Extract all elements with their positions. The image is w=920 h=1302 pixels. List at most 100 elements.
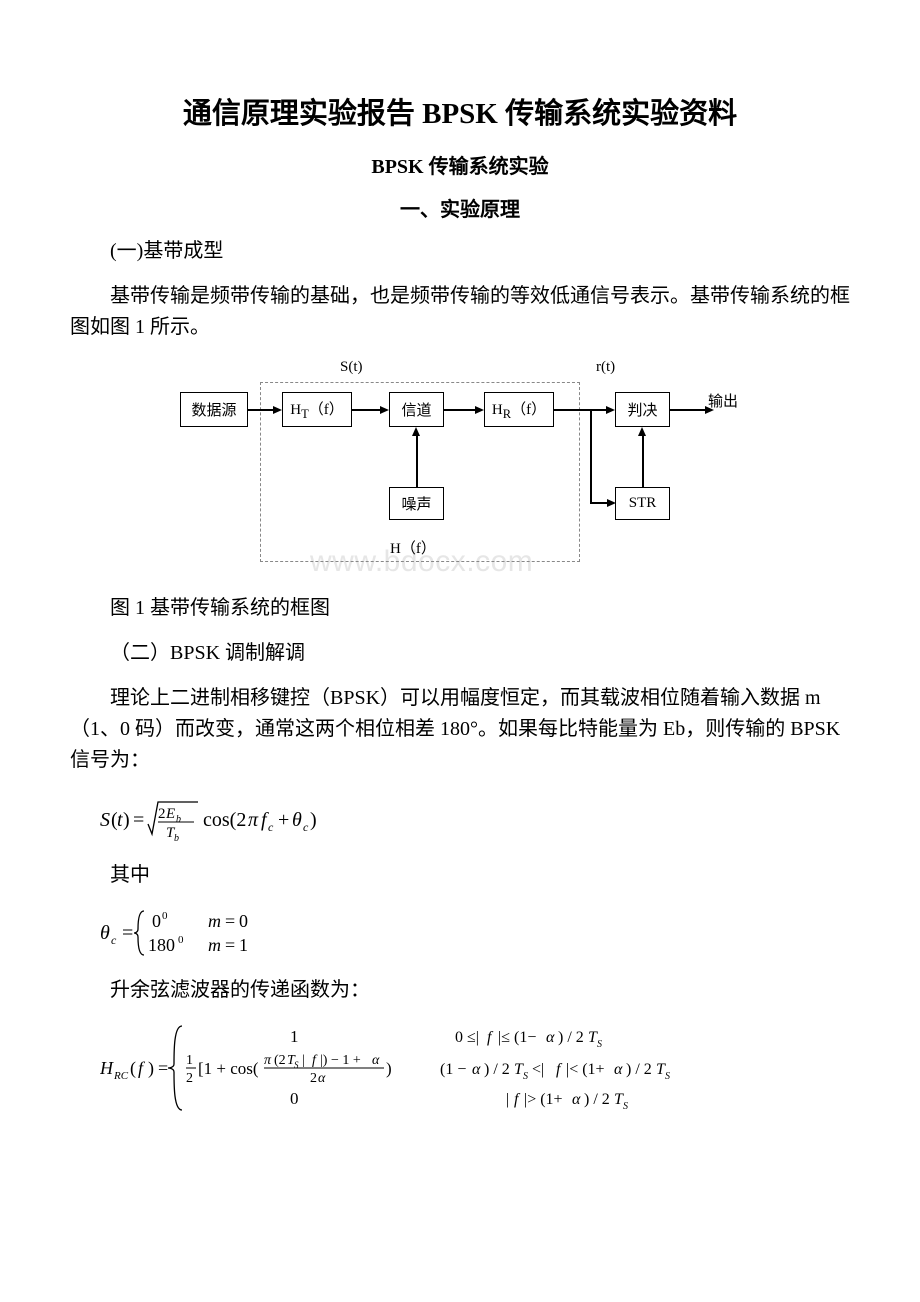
svg-text:c: c — [268, 820, 274, 834]
svg-text:2: 2 — [310, 1071, 317, 1086]
svg-text:|: | — [506, 1091, 509, 1108]
svg-text:=: = — [225, 911, 235, 931]
diagram-container: S(t) r(t) H（f） 输出 www.bdocx.com 数据源 HT（f… — [70, 357, 850, 587]
svg-text:0: 0 — [239, 911, 248, 931]
paragraph-6: 升余弦滤波器的传递函数为： — [70, 975, 850, 1006]
arrowhead — [705, 406, 714, 414]
arrow-line — [352, 409, 381, 411]
arrow-line — [416, 436, 418, 487]
svg-text:α: α — [318, 1071, 326, 1086]
box-ht-label: HT（f） — [290, 398, 343, 422]
svg-text:(2: (2 — [274, 1053, 286, 1068]
svg-text:|> (1+: |> (1+ — [524, 1091, 563, 1108]
svg-text:) / 2: ) / 2 — [484, 1061, 510, 1078]
svg-text:(1 −: (1 − — [440, 1061, 466, 1078]
document-subtitle: BPSK 传输系统实验 — [70, 150, 850, 179]
svg-text:m: m — [208, 911, 221, 931]
label-rt: r(t) — [596, 359, 615, 376]
svg-text:): ) — [123, 809, 130, 831]
svg-text:|≤ (1−: |≤ (1− — [498, 1029, 536, 1046]
paragraph-1: (一)基带成型 — [70, 236, 850, 267]
arrow-line — [670, 409, 706, 411]
arrow-line — [444, 409, 476, 411]
svg-text:0 ≤|: 0 ≤| — [455, 1029, 479, 1046]
arrowhead — [606, 406, 615, 414]
arrowhead — [380, 406, 389, 414]
box-noise-label: 噪声 — [401, 493, 431, 514]
arrow-line — [248, 409, 274, 411]
box-decision-label: 判决 — [627, 399, 657, 420]
svg-text:|) − 1 +: |) − 1 + — [320, 1053, 361, 1068]
svg-text:<|: <| — [532, 1061, 544, 1078]
arrowhead — [412, 427, 420, 436]
box-hr: HR（f） — [484, 392, 554, 427]
label-st: S(t) — [340, 359, 363, 376]
paragraph-3: （二）BPSK 调制解调 — [70, 638, 850, 669]
equation-3: H RC ( f ) = 1 0 ≤| f |≤ (1− α ) / 2 T S… — [100, 1020, 850, 1116]
svg-text:S: S — [597, 1039, 602, 1050]
svg-text:b: b — [176, 814, 181, 825]
svg-text:|< (1+: |< (1+ — [566, 1061, 605, 1078]
svg-text:S: S — [665, 1071, 670, 1082]
label-hf: H（f） — [390, 537, 436, 558]
svg-text:E: E — [165, 806, 175, 822]
svg-text:RC: RC — [113, 1070, 129, 1082]
svg-text:|: | — [302, 1053, 305, 1068]
svg-text:) / 2: ) / 2 — [626, 1061, 652, 1078]
svg-text:180: 180 — [148, 935, 175, 955]
paragraph-5: 其中 — [70, 860, 850, 891]
arrow-line — [554, 409, 607, 411]
svg-text:2: 2 — [158, 806, 166, 822]
arrowhead — [638, 427, 646, 436]
svg-text:π: π — [264, 1053, 272, 1068]
svg-text:θ: θ — [100, 922, 110, 944]
block-diagram: S(t) r(t) H（f） 输出 www.bdocx.com 数据源 HT（f… — [180, 357, 740, 587]
svg-text:S: S — [523, 1071, 528, 1082]
box-str: STR — [615, 487, 670, 520]
svg-text:0: 0 — [152, 911, 161, 931]
svg-text:): ) — [148, 1058, 154, 1079]
svg-text:=: = — [122, 922, 133, 944]
svg-text:=: = — [133, 809, 144, 831]
arrow-line — [590, 502, 608, 504]
box-channel-label: 信道 — [401, 399, 431, 420]
arrow-line — [642, 436, 644, 487]
svg-text:0: 0 — [162, 910, 168, 922]
svg-text:f: f — [138, 1058, 146, 1078]
svg-text:m: m — [208, 935, 221, 955]
arrowhead — [273, 406, 282, 414]
box-source: 数据源 — [180, 392, 248, 427]
document-title: 通信原理实验报告 BPSK 传输系统实验资料 — [70, 90, 850, 132]
caption-1: 图 1 基带传输系统的框图 — [70, 593, 850, 624]
svg-text:f: f — [556, 1061, 563, 1078]
svg-text:c: c — [303, 820, 309, 834]
svg-text:=: = — [225, 935, 235, 955]
svg-text:π: π — [248, 809, 259, 831]
svg-text:f: f — [514, 1091, 521, 1108]
svg-text:cos(2: cos(2 — [203, 809, 246, 831]
svg-text:0: 0 — [290, 1089, 299, 1108]
svg-text:α: α — [614, 1061, 623, 1078]
svg-text:(: ( — [130, 1058, 136, 1079]
svg-text:0: 0 — [178, 934, 184, 946]
svg-text:): ) — [386, 1059, 392, 1078]
arrowhead — [475, 406, 484, 414]
svg-text:2: 2 — [186, 1071, 193, 1086]
equation-2: θ c = 0 0 m = 0 180 0 m = 1 — [100, 905, 850, 961]
svg-text:α: α — [372, 1053, 380, 1068]
svg-text:1: 1 — [290, 1027, 299, 1046]
arrow-line — [590, 409, 592, 502]
svg-text:1: 1 — [186, 1053, 193, 1068]
svg-text:c: c — [111, 933, 117, 947]
svg-text:1: 1 — [239, 935, 248, 955]
svg-text:+: + — [278, 809, 289, 831]
svg-text:) / 2: ) / 2 — [584, 1091, 610, 1108]
svg-text:α: α — [572, 1091, 581, 1108]
equation-1: S ( t ) = 2 E b T b cos(2 π f c + θ c ) — [100, 790, 850, 846]
svg-text:f: f — [312, 1053, 318, 1068]
arrowhead — [607, 499, 616, 507]
section-header: 一、实验原理 — [70, 193, 850, 222]
paragraph-4: 理论上二进制相移键控（BPSK）可以用幅度恒定，而其载波相位随着输入数据 m（1… — [70, 683, 850, 776]
paragraph-2: 基带传输是频带传输的基础，也是频带传输的等效低通信号表示。基带传输系统的框图如图… — [70, 281, 850, 343]
svg-text:S: S — [623, 1101, 628, 1112]
